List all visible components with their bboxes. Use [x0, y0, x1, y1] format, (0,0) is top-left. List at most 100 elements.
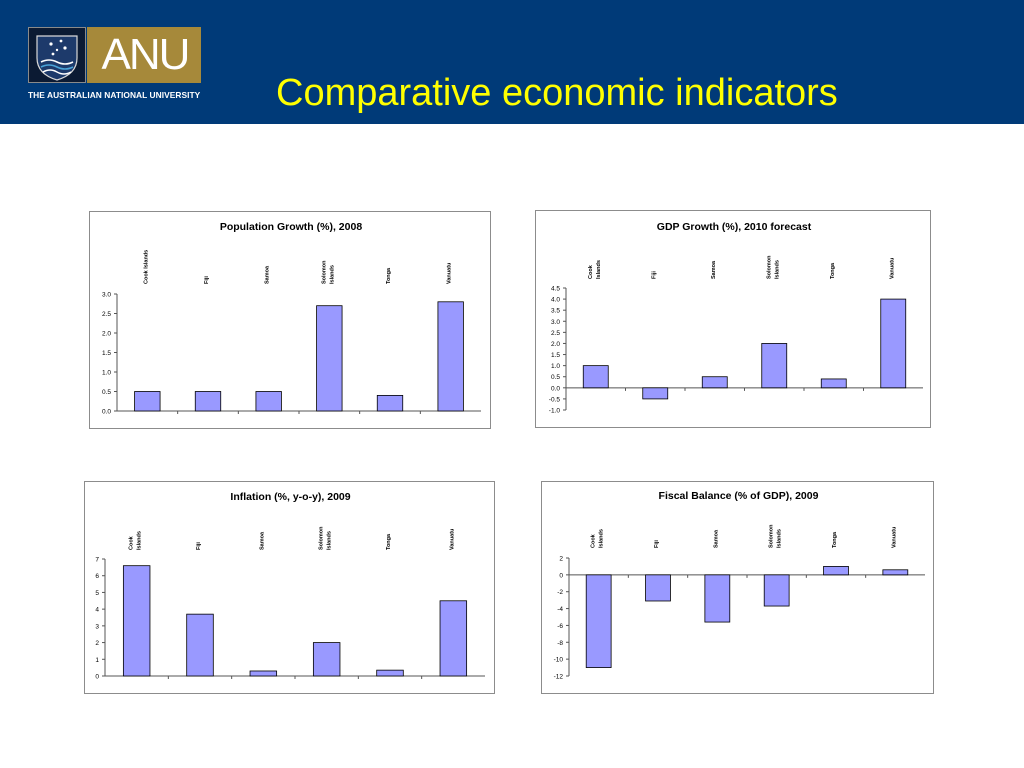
y-tick-label: -12: [554, 674, 564, 681]
y-tick-label: 7: [95, 557, 99, 564]
y-tick-label: 2: [559, 556, 563, 563]
y-tick-label: 2.0: [102, 331, 111, 338]
bar: [763, 574, 790, 607]
bar: [437, 301, 464, 412]
category-label: Islands: [774, 260, 780, 279]
bar: [820, 378, 847, 389]
y-tick-label: -0.5: [549, 396, 561, 403]
y-tick-label: 1.0: [102, 370, 111, 377]
chart-svg: GDP Growth (%), 2010 forecast -1.0 -0.5 0.0…: [549, 221, 923, 415]
slide-header: ANU THE AUSTRALIAN NATIONAL UNIVERSITY C…: [0, 0, 1024, 124]
category-label: Islands: [599, 529, 605, 548]
bar: [376, 394, 404, 412]
bar: [134, 391, 161, 412]
y-tick-label: -6: [557, 623, 563, 630]
category-label: Cook: [591, 533, 597, 548]
y-tick-label: 2: [95, 640, 99, 647]
y-tick-label: -2: [557, 589, 563, 596]
category-label: Cook Islands: [143, 250, 149, 284]
bar: [704, 574, 731, 623]
bar: [376, 669, 404, 677]
y-tick-label: 4: [95, 607, 99, 614]
category-label: Solomon: [319, 526, 325, 550]
category-label: Tonga: [386, 533, 392, 550]
anu-logo: ANU: [87, 27, 201, 83]
bar: [316, 305, 343, 412]
population-growth-chart: Population Growth (%), 2008 0.0 0.5 1.0 1.5 2…: [89, 211, 491, 429]
chart-svg: Fiscal Balance (% of GDP), 2009 -12 -10 -8 -…: [554, 490, 925, 681]
chart-title: Fiscal Balance (% of GDP), 2009: [659, 490, 819, 502]
category-label: Vanuatu: [891, 527, 897, 548]
university-name: THE AUSTRALIAN NATIONAL UNIVERSITY: [28, 90, 201, 100]
bar: [882, 569, 909, 576]
y-tick-label: 1.5: [551, 352, 560, 359]
y-tick-label: 0.0: [551, 385, 560, 392]
bar: [645, 574, 671, 602]
y-tick-label: 4.0: [551, 297, 560, 304]
y-tick-label: 5: [95, 590, 99, 597]
bar: [186, 613, 214, 677]
category-label: Tonga: [386, 267, 392, 284]
category-label: Cook: [129, 535, 135, 550]
y-tick-label: 1.5: [102, 350, 111, 357]
bar: [701, 376, 728, 389]
bar: [823, 566, 849, 576]
y-tick-label: 2.0: [551, 341, 560, 348]
y-tick-label: -1.0: [549, 408, 561, 415]
bar: [880, 298, 907, 389]
bar: [194, 391, 222, 412]
bar: [255, 391, 282, 412]
bar: [585, 574, 612, 668]
y-tick-label: -4: [557, 606, 563, 613]
y-tick-label: -10: [554, 657, 564, 664]
chart-title: GDP Growth (%), 2010 forecast: [657, 221, 812, 233]
y-tick-label: 0: [559, 572, 563, 579]
category-label: Islands: [329, 265, 335, 284]
chart-title: Inflation (%, y-o-y), 2009: [230, 491, 350, 503]
category-label: Samoa: [713, 529, 719, 548]
category-label: Vanuatu: [889, 258, 895, 279]
y-tick-label: 2.5: [102, 311, 111, 318]
y-tick-label: 4.5: [551, 286, 560, 293]
y-tick-label: 6: [95, 573, 99, 580]
category-label: Tonga: [830, 262, 836, 279]
category-label: Samoa: [259, 531, 265, 550]
category-label: Islands: [596, 260, 602, 279]
crest-graphic: [36, 35, 78, 81]
y-tick-label: 3.0: [102, 292, 111, 299]
inflation-chart: Inflation (%, y-o-y), 2009 0 1 2 3 4 5 6 7 Cook Is…: [84, 481, 495, 694]
y-tick-label: 0.5: [551, 374, 560, 381]
category-label: Islands: [777, 529, 783, 548]
y-tick-label: 1: [95, 657, 99, 664]
bar: [642, 387, 669, 400]
category-label: Samoa: [265, 265, 271, 284]
category-label: Solomon: [766, 255, 772, 279]
fiscal-balance-chart: Fiscal Balance (% of GDP), 2009 -12 -10 -8 -…: [541, 481, 934, 694]
y-tick-label: 0: [95, 674, 99, 681]
gdp-growth-chart: GDP Growth (%), 2010 forecast -1.0 -0.5 0.0…: [535, 210, 931, 428]
category-label: Fiji: [654, 540, 660, 548]
slide-title: Comparative economic indicators: [276, 72, 838, 114]
bar: [312, 642, 341, 677]
category-label: Solomon: [321, 260, 327, 284]
bar: [439, 600, 468, 677]
category-label: Solomon: [769, 524, 775, 548]
category-label: Fiji: [651, 271, 657, 279]
chart-title: Population Growth (%), 2008: [220, 221, 363, 233]
category-label: Vanuatu: [447, 263, 453, 284]
bar: [122, 565, 151, 677]
category-label: Fiji: [196, 542, 202, 550]
anu-crest-icon: [28, 27, 86, 83]
bar: [249, 670, 278, 677]
y-tick-label: 3.5: [551, 308, 560, 315]
y-tick-label: 2.5: [551, 330, 560, 337]
y-tick-label: 0.0: [102, 409, 111, 416]
category-label: Cook: [588, 264, 594, 279]
category-label: Vanuatu: [449, 529, 455, 550]
category-label: Tonga: [832, 531, 838, 548]
category-label: Islands: [327, 531, 333, 550]
y-tick-label: 3: [95, 623, 99, 630]
category-label: Islands: [137, 531, 143, 550]
y-tick-label: 0.5: [102, 389, 111, 396]
